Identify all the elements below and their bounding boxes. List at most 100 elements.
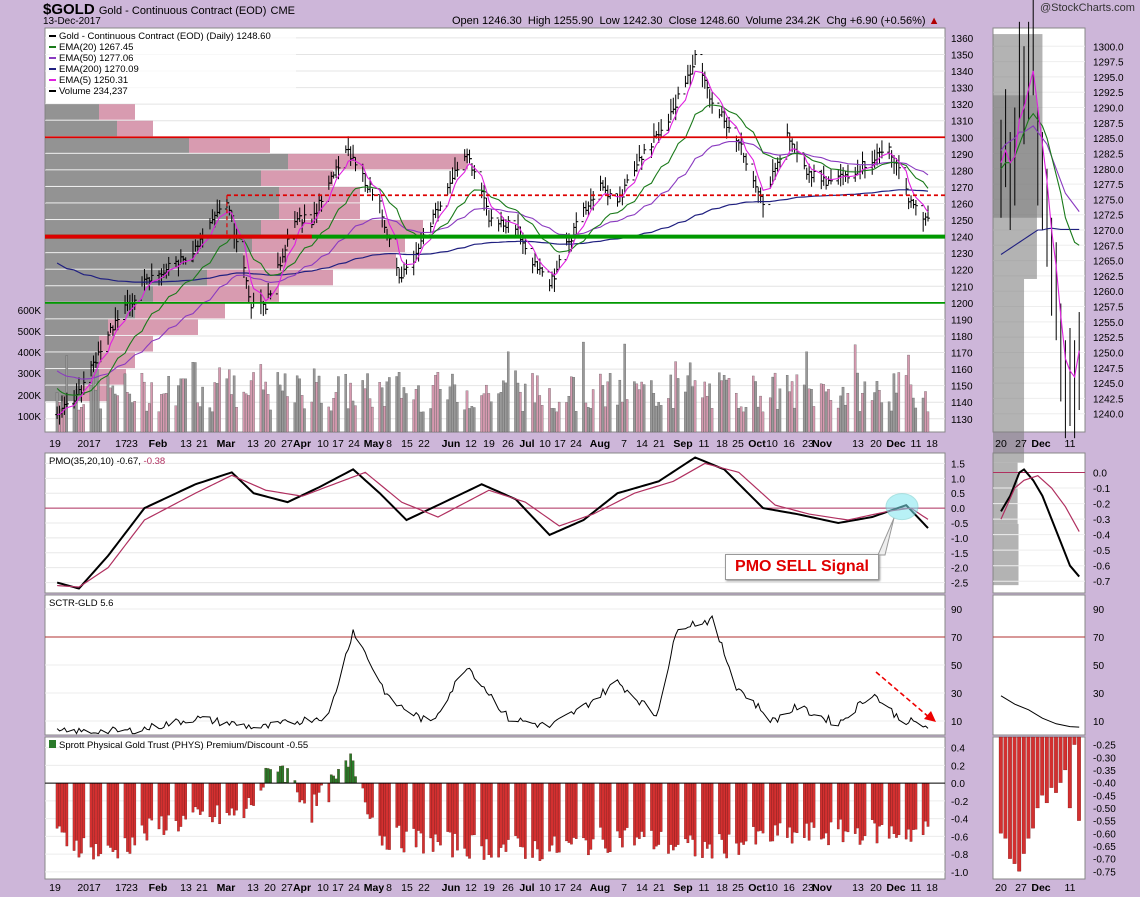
premium-bar — [788, 783, 792, 828]
zoom-premium-bar — [1017, 736, 1022, 872]
volume-bar — [453, 384, 457, 433]
premium-bar — [676, 783, 680, 845]
premium-bar — [191, 783, 195, 813]
premium-bar — [795, 783, 799, 834]
vbp-bar-pink — [99, 104, 135, 120]
zoom-x-tick-label: Dec — [1031, 438, 1050, 450]
premium-bar — [208, 783, 212, 818]
premium-bar — [638, 783, 641, 839]
volume-bar — [300, 395, 304, 433]
premium-bar — [708, 783, 711, 845]
price-tick-label: 1250 — [951, 216, 974, 227]
x-tick-label: 11 — [911, 882, 922, 894]
premium-bar — [419, 783, 423, 834]
volume-bar — [99, 408, 102, 433]
volume-bar — [635, 383, 639, 433]
premium-bar — [499, 783, 503, 848]
volume-bar — [92, 372, 95, 433]
vbp-bar-gray — [45, 253, 243, 269]
premium-bar — [213, 783, 217, 818]
volume-bar — [361, 380, 364, 433]
legend-entry: EMA(200) 1270.09 — [59, 64, 139, 75]
premium-bar — [812, 783, 816, 828]
volume-bar — [725, 379, 728, 433]
price-tick-label: 1270 — [951, 183, 974, 194]
premium-bar — [473, 783, 476, 836]
volume-bar — [890, 410, 893, 433]
zoom-sctr-tick-label: 50 — [1093, 661, 1105, 672]
price-tick-label: 1180 — [951, 332, 973, 343]
x-tick-label: 17 — [115, 882, 127, 894]
premium-bar — [519, 783, 522, 847]
volume-bar — [523, 383, 527, 433]
volume-bar — [924, 391, 927, 433]
legend-entry: EMA(20) 1267.45 — [59, 42, 133, 53]
x-tick-label: 7 — [621, 438, 627, 450]
premium-legend-swatch — [49, 740, 56, 748]
premium-bar — [310, 783, 314, 823]
volume-bar — [880, 402, 884, 433]
premium-bar — [89, 783, 93, 848]
volume-bar — [914, 407, 918, 433]
zoom-premium-bar — [1035, 736, 1040, 809]
volume-tick-label: 200K — [18, 391, 42, 402]
premium-bar — [179, 783, 183, 827]
zoom-price-tick-label: 1262.5 — [1093, 272, 1124, 283]
x-tick-label: 18 — [716, 882, 728, 894]
volume-bar — [419, 411, 423, 433]
premium-bar — [109, 783, 112, 848]
x-tick-label: 20 — [870, 882, 882, 894]
sctr-line — [56, 614, 929, 735]
premium-bar — [599, 783, 602, 828]
premium-bar — [584, 783, 588, 841]
premium-bar — [863, 783, 867, 837]
volume-bar — [293, 402, 297, 433]
premium-bar — [198, 783, 202, 815]
volume-bar — [412, 399, 415, 433]
volume-bar — [669, 374, 673, 433]
zoom-price-tick-label: 1290.0 — [1093, 104, 1124, 115]
premium-bar — [892, 783, 896, 834]
x-tick-label: Mar — [217, 438, 236, 450]
premium-bar — [262, 783, 265, 788]
x-tick-label: Oct — [748, 882, 766, 894]
vbp-bar-pink — [261, 170, 333, 186]
zoom-premium-bar — [1026, 736, 1031, 839]
ema50-line — [56, 140, 929, 380]
x-tick-label: 19 — [483, 882, 495, 894]
volume-bar — [371, 406, 374, 433]
volume-bar — [94, 389, 98, 433]
premium-bar — [485, 783, 488, 840]
volume-bar — [768, 397, 772, 433]
price-tick-label: 1130 — [951, 415, 973, 426]
x-tick-label: 2017 — [77, 438, 101, 450]
premium-bar — [215, 783, 219, 806]
volume-bar — [116, 395, 119, 433]
zoom-premium-bar — [1008, 736, 1012, 859]
x-tick-label: 2017 — [77, 882, 101, 894]
zoom-price-tick-label: 1282.5 — [1093, 149, 1124, 160]
premium-bar — [895, 783, 898, 838]
volume-bar — [354, 405, 357, 433]
volume-bar — [878, 390, 881, 433]
pmo-crossover-highlight — [885, 493, 919, 521]
volume-bar — [642, 384, 646, 433]
volume-bar — [106, 376, 110, 433]
volume-bar — [907, 354, 910, 433]
volume-bar — [181, 378, 185, 433]
vbp-bar-gray — [45, 170, 261, 186]
premium-bar — [839, 783, 842, 820]
x-tick-label: 12 — [465, 882, 477, 894]
premium-bar — [300, 783, 304, 801]
x-tick-label: 10 — [539, 438, 551, 450]
vbp-bar-gray — [45, 120, 117, 137]
volume-bar — [686, 375, 690, 433]
premium-bar — [574, 783, 578, 839]
volume-bar — [671, 408, 675, 433]
zoom-price-tick-label: 1255.0 — [1093, 318, 1124, 329]
volume-bar — [722, 375, 726, 433]
premium-bar — [412, 783, 416, 829]
volume-tick-label: 100K — [18, 412, 42, 423]
premium-bar — [635, 783, 639, 838]
